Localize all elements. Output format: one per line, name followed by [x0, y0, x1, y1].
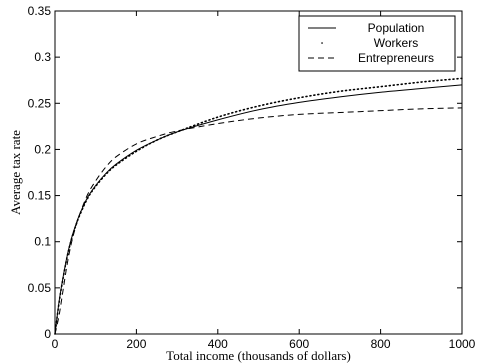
y-tick-label: 0.2	[34, 142, 51, 156]
series-group	[54, 77, 463, 335]
legend-label: Population	[368, 21, 425, 35]
plot-area	[54, 10, 463, 335]
x-tick-label: 0	[52, 337, 59, 351]
y-tick-label: 0.05	[28, 281, 52, 295]
series-line-population	[54, 84, 463, 335]
y-tick-label: 0.25	[28, 96, 52, 110]
tick-group: 0 200 400 600 800 1000 0 0.05 0.1 0.15 0.2 0.25 0.3 0…	[28, 4, 476, 351]
y-tick-label: 0.3	[34, 50, 51, 64]
x-tick-label: 1000	[449, 337, 476, 351]
y-tick-label: 0.35	[28, 4, 52, 18]
x-tick-label: 400	[208, 337, 228, 351]
x-tick-label: 600	[289, 337, 309, 351]
legend-box	[298, 15, 456, 72]
x-tick-label: 200	[126, 337, 146, 351]
x-tick-label: 800	[371, 337, 391, 351]
x-axis-label: Total income (thousands of dollars)	[166, 348, 351, 363]
series-line-workers	[54, 77, 463, 335]
y-axis-label: Average tax rate	[8, 130, 23, 215]
series-line-entrepreneurs	[54, 107, 463, 335]
y-tick-label: 0	[44, 327, 51, 341]
legend-label: Entrepreneurs	[358, 51, 434, 65]
y-tick-label: 0.15	[28, 189, 52, 203]
y-tick-label: 0.1	[34, 235, 51, 249]
legend-label: Workers	[374, 36, 418, 50]
